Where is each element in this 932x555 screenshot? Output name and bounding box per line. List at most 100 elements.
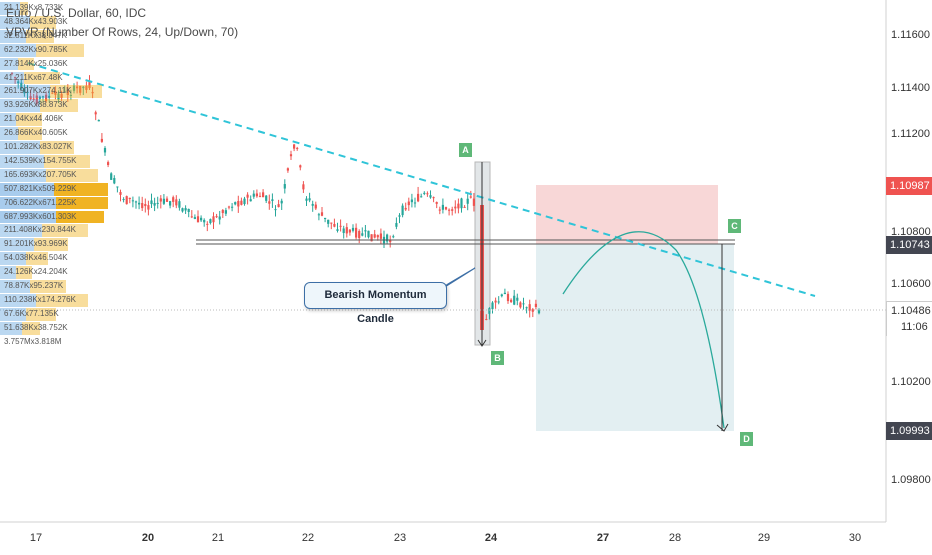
vpvr-row-label: 93.926Kx88.873K: [4, 100, 68, 110]
vpvr-down-bar: [18, 57, 34, 71]
candle-body: [451, 209, 454, 211]
candle-body: [240, 200, 243, 205]
candle-body: [491, 302, 494, 310]
candle-body: [141, 203, 144, 209]
candle-body: [110, 173, 113, 180]
candle-body: [286, 168, 289, 171]
vpvr-up-bar: [0, 15, 30, 29]
candle-body: [336, 229, 339, 231]
vpvr-row-label: 51.638Kx38.752K: [4, 322, 68, 332]
candle-body: [122, 199, 125, 201]
candle-body: [525, 307, 528, 309]
price-axis[interactable]: 1.11600 1.11400 1.11200 1.10800 1.10600 1.102…: [891, 29, 931, 486]
candle-body: [196, 216, 200, 223]
candle-body: [187, 208, 190, 213]
candle-body: [88, 81, 91, 89]
candle-body: [26, 91, 29, 94]
candle-body: [125, 196, 128, 205]
vpvr-down-bar: [36, 43, 84, 57]
candle-body: [367, 230, 370, 238]
vpvr-down-bar: [30, 280, 66, 293]
candle-body: [305, 198, 308, 201]
price-label-target[interactable]: 1.09993: [886, 422, 932, 440]
candle-body: [144, 204, 147, 207]
candle-body: [100, 138, 103, 142]
time-tick-label: 23: [394, 532, 406, 544]
price-label-current[interactable]: 1.10486: [886, 301, 932, 319]
candle-body: [138, 202, 141, 205]
candle-body: [69, 94, 72, 96]
candle-body: [221, 209, 224, 214]
label-b[interactable]: B: [491, 351, 504, 365]
candle-body: [97, 119, 100, 122]
price-tick-label: 1.11400: [891, 82, 930, 94]
vpvr-up-bar: [0, 99, 40, 113]
candle-body: [413, 202, 417, 204]
candle-body: [339, 225, 342, 227]
price-tick-label: 1.10600: [891, 278, 931, 290]
plot-area[interactable]: [0, 0, 886, 522]
vpvr-up-bar: [0, 196, 56, 210]
arrow-head-d: [716, 423, 729, 432]
vpvr-down-bar: [56, 210, 104, 224]
vpvr-histogram: 21.139Kx8.733K 48.364Kx43.903K 32.811Kx38.…: [0, 0, 120, 360]
vpvr-up-bar: [0, 293, 36, 307]
vpvr-up-bar: [0, 280, 30, 293]
candle-body: [57, 93, 60, 100]
vpvr-row-label: 101.282Kx83.027K: [4, 142, 73, 151]
vpvr-row: 91.201Kx93.969K: [0, 238, 120, 252]
vpvr-up-bar: [0, 113, 16, 127]
label-c[interactable]: C: [728, 219, 741, 233]
candle-body: [265, 195, 268, 201]
candle-body: [503, 292, 506, 295]
candle-body: [29, 96, 32, 100]
callout-box[interactable]: Bearish Momentum Candle: [304, 282, 447, 325]
candle-body: [237, 201, 240, 207]
candle-body: [460, 198, 463, 209]
descending-trendline[interactable]: [27, 62, 816, 297]
candle-body: [107, 162, 110, 166]
indicator-title[interactable]: VPVR (Number Of Rows, 24, Up/Down, 70): [6, 25, 239, 39]
candle-body: [162, 198, 165, 204]
candle-body: [469, 196, 472, 198]
vpvr-up-bar: [0, 29, 26, 43]
price-label-entry[interactable]: 1.10743: [886, 236, 932, 254]
candle-body: [345, 227, 348, 234]
vpvr-up-bar: [0, 182, 54, 196]
candle-body: [206, 223, 209, 225]
vpvr-up-bar: [0, 224, 42, 238]
vpvr-row-label: 26.866Kx40.605K: [4, 128, 68, 138]
vpvr-row-label: 261.907Kx274.11K: [4, 86, 72, 96]
candle-body: [351, 227, 355, 231]
label-a[interactable]: A: [459, 143, 472, 157]
candle-body: [376, 235, 379, 238]
time-axis[interactable]: 17 20 21 22 23 24 27 28 29 30: [30, 532, 861, 544]
candle-body: [444, 207, 448, 210]
candle-body: [537, 310, 541, 314]
arrow-head-b: [477, 339, 487, 347]
candle-body: [249, 199, 252, 202]
candle-body: [333, 223, 336, 227]
vpvr-up-bar: [0, 43, 36, 57]
price-label-stop[interactable]: 1.10987: [886, 177, 932, 195]
candle-body: [116, 186, 119, 188]
vpvr-row-label: 211.408Kx230.844K: [4, 225, 76, 235]
label-d[interactable]: D: [740, 432, 753, 446]
candle-body: [398, 215, 401, 217]
vpvr-up-bar: [0, 85, 50, 99]
callout-text: Bearish Momentum Candle: [324, 289, 427, 325]
vpvr-up-bar: [0, 266, 16, 279]
vpvr-row-label: 27.814Kx25.036K: [4, 58, 68, 68]
vpvr-row: 67.6Kx77.135K: [0, 307, 120, 321]
symbol-title[interactable]: Euro / U.S. Dollar, 60, IDC: [6, 6, 147, 20]
candle-body: [262, 192, 265, 198]
candle-body: [258, 195, 262, 197]
candle-body: [361, 233, 364, 236]
candle-body: [407, 201, 410, 206]
candle-body: [392, 236, 395, 238]
candle-body: [448, 209, 451, 211]
candle-body: [274, 209, 277, 211]
candle-body: [48, 95, 51, 98]
